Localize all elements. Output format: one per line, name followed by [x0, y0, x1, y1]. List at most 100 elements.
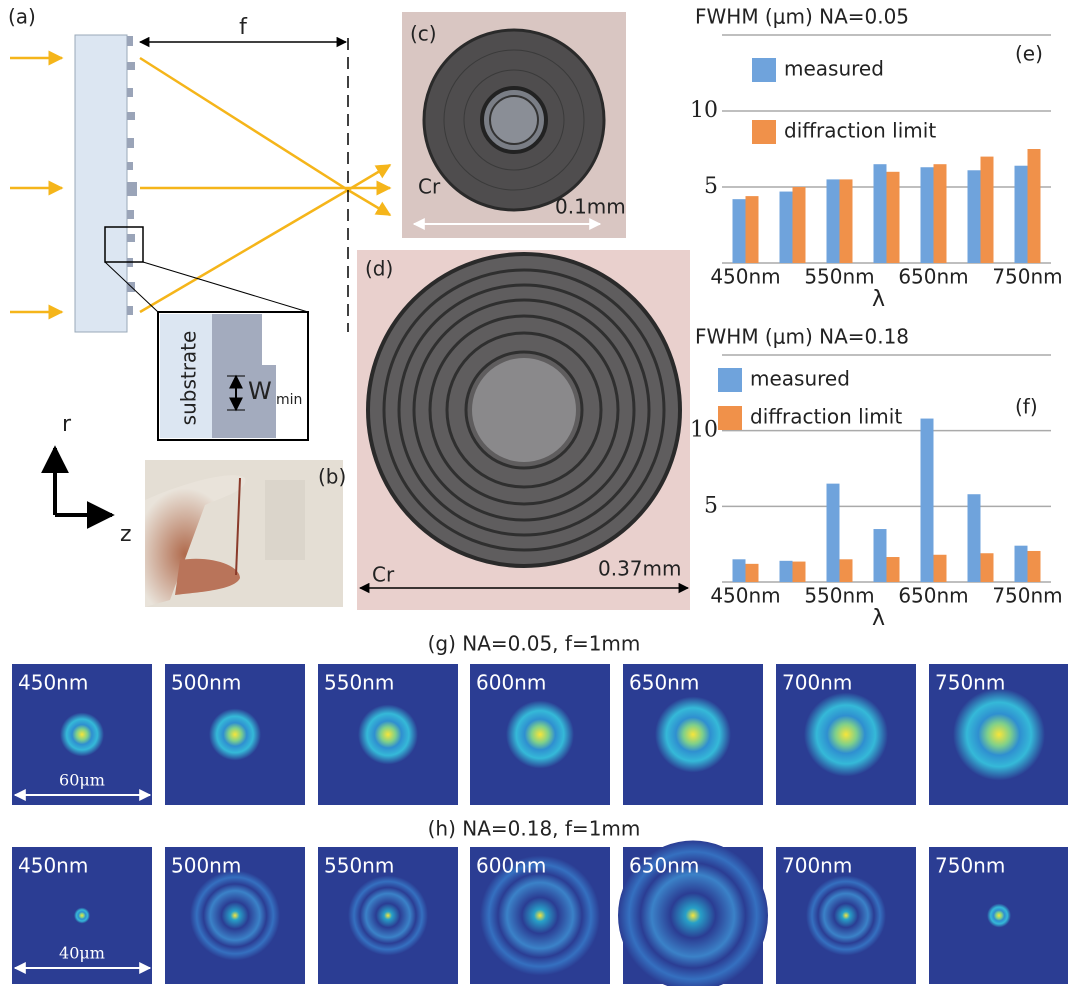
row-title: (h) NA=0.18, f=1mm	[428, 817, 641, 841]
bar	[887, 557, 900, 582]
bar	[827, 484, 840, 582]
y-tick-label: 5	[704, 174, 718, 199]
bar	[793, 562, 806, 582]
grating	[127, 36, 137, 315]
bar	[921, 419, 934, 582]
bar	[934, 555, 947, 582]
bar	[733, 559, 746, 582]
x-axis-label: λ	[872, 287, 885, 312]
bar	[887, 172, 900, 263]
substrate-label: substrate	[177, 331, 201, 426]
panel-label: (b)	[318, 465, 346, 489]
x-tick-label: 450nm	[710, 584, 780, 608]
bar	[840, 559, 853, 582]
beam-spot	[953, 689, 1045, 781]
wavelength-label: 450nm	[18, 854, 88, 878]
panel-d: (d) Cr 0.37mm	[357, 250, 690, 610]
chart-title: FWHM (μm) NA=0.05	[695, 5, 909, 29]
bar	[981, 553, 994, 582]
beam-spot	[60, 713, 104, 757]
bar	[827, 179, 840, 263]
beam-spot	[358, 705, 418, 765]
axis-r: r	[62, 412, 72, 437]
scale-label: 60μm	[59, 771, 105, 790]
bar	[840, 179, 853, 263]
wavelength-label: 550nm	[324, 854, 394, 878]
x-tick-label: 550nm	[804, 584, 874, 608]
wavelength-label: 700nm	[782, 671, 852, 695]
rays	[10, 58, 390, 312]
x-tick-label: 750nm	[992, 584, 1062, 608]
bar	[780, 561, 793, 582]
legend-label: diffraction limit	[784, 119, 936, 143]
x-tick-label: 650nm	[898, 584, 968, 608]
bar	[733, 199, 746, 263]
wavelength-label: 550nm	[324, 671, 394, 695]
y-tick-label: 10	[690, 98, 718, 123]
wavelength-label: 750nm	[935, 854, 1005, 878]
bar	[968, 170, 981, 263]
panel-b: (b)	[145, 460, 346, 607]
wavelength-label: 600nm	[476, 854, 546, 878]
figure: (a) f substrate W min r z (b) (c) Cr 0.1…	[0, 0, 1068, 986]
wavelength-label: 700nm	[782, 854, 852, 878]
row-title: (g) NA=0.05, f=1mm	[428, 632, 641, 656]
panel-label: (a)	[8, 5, 36, 29]
legend-label: diffraction limit	[750, 405, 902, 429]
x-axis-label: λ	[872, 606, 885, 631]
legend-swatch	[718, 406, 742, 430]
bar	[921, 167, 934, 263]
scale-label: 0.37mm	[598, 557, 682, 581]
bar	[1015, 166, 1028, 263]
wavelength-label: 500nm	[171, 671, 241, 695]
image-row: (h) NA=0.18, f=1mm 450nm 500nm 550nm 600nm 65…	[12, 817, 1068, 986]
beam-spot	[655, 697, 731, 773]
panel-label: (c)	[410, 22, 437, 46]
panel-label: (d)	[365, 257, 393, 281]
beam-spot	[804, 693, 888, 777]
material-label: Cr	[372, 563, 395, 587]
wavelength-label: 450nm	[18, 671, 88, 695]
bar	[874, 529, 887, 582]
beam-spot	[806, 876, 886, 956]
wavelength-label: 650nm	[629, 854, 699, 878]
panel-c: (c) Cr 0.1mm	[402, 12, 626, 238]
scale-label: 40μm	[59, 944, 105, 963]
legend-label: measured	[784, 57, 884, 81]
scale-label: 0.1mm	[555, 195, 626, 219]
x-tick-label: 450nm	[710, 265, 780, 289]
bar	[1028, 149, 1041, 263]
beam-spot	[74, 908, 90, 924]
focal-label: f	[239, 15, 248, 40]
chart-title: FWHM (μm) NA=0.18	[695, 325, 909, 349]
legend-swatch	[752, 58, 776, 82]
beam-spot	[190, 871, 280, 961]
y-tick-label: 10	[690, 418, 718, 443]
x-tick-label: 550nm	[804, 265, 874, 289]
x-tick-label: 650nm	[898, 265, 968, 289]
bar	[746, 196, 759, 263]
beam-spot	[987, 904, 1011, 928]
material-label: Cr	[418, 175, 441, 199]
bar	[793, 187, 806, 263]
y-tick-label: 5	[704, 493, 718, 518]
bar-chart: FWHM (μm) NA=0.05 (e) 5 10 450nm 550nm 650nm 75…	[690, 5, 1063, 313]
wavelength-label: 750nm	[935, 671, 1005, 695]
bar	[981, 157, 994, 263]
wavelength-label: 500nm	[171, 854, 241, 878]
bar	[1028, 551, 1041, 582]
bar	[780, 192, 793, 263]
bar	[874, 164, 887, 263]
bar	[934, 164, 947, 263]
legend-swatch	[752, 120, 776, 144]
bar	[1015, 546, 1028, 582]
beam-spot	[506, 701, 574, 769]
x-tick-label: 750nm	[992, 265, 1062, 289]
bar	[968, 494, 981, 582]
axis-z: z	[120, 522, 132, 547]
beam-spot	[209, 709, 261, 761]
panel-label: (e)	[1015, 42, 1043, 66]
substrate	[75, 35, 127, 332]
